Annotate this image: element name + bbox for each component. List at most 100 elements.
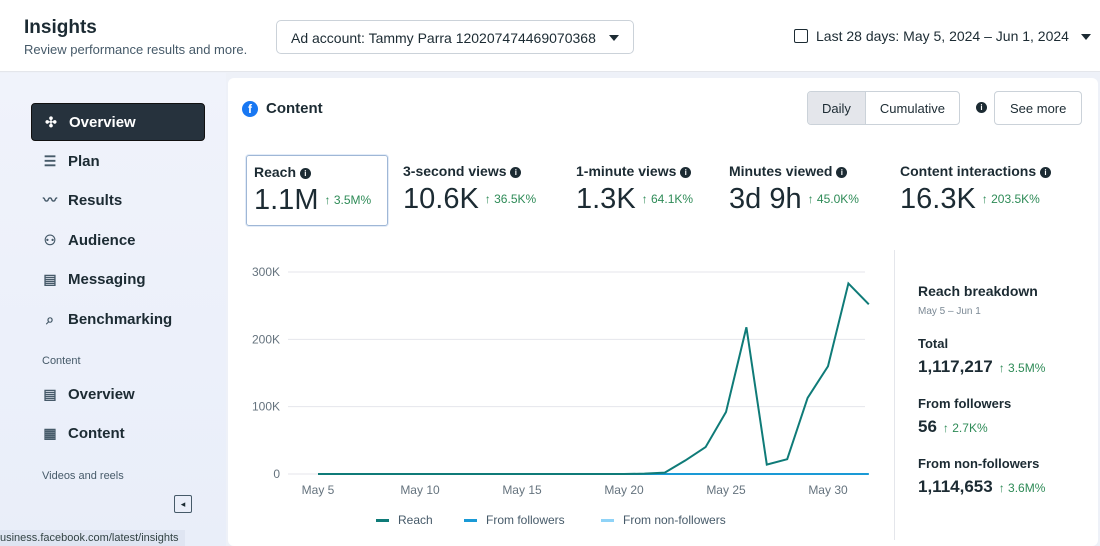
caret-down-icon: [609, 35, 619, 41]
metric-change: ↑ 36.5K%: [484, 192, 537, 206]
breakdown-row: From non-followers 1,114,653 ↑ 3.6M%: [918, 456, 1045, 497]
metric-card-1-minute-views[interactable]: 1-minute views i 1.3K ↑ 64.1K%: [569, 155, 700, 226]
see-more-button[interactable]: See more: [994, 91, 1083, 125]
breakdown-title: Reach breakdown: [918, 283, 1038, 299]
breakdown-change: ↑ 2.7K%: [942, 421, 988, 435]
breakdown-period: May 5 – Jun 1: [918, 306, 981, 317]
x-tick-label: May 10: [400, 483, 440, 497]
legend-label: Reach: [398, 513, 433, 527]
metric-change: ↑ 45.0K%: [807, 192, 859, 206]
trend-line-icon: 〰: [43, 192, 57, 208]
metric-value: 3d 9h ↑ 45.0K%: [729, 183, 859, 215]
numbered-list-icon: ☰: [43, 152, 57, 169]
cards-icon: ▤: [43, 385, 57, 402]
metric-label: Content interactions i: [900, 163, 1052, 179]
content-title: Content: [266, 100, 323, 117]
breakdown-value: 1,114,653 ↑ 3.6M%: [918, 477, 1046, 496]
legend-swatch: [464, 519, 477, 522]
breakdown-row: Total 1,117,217 ↑ 3.5M%: [918, 336, 1045, 377]
breakdown-value: 1,117,217 ↑ 3.5M%: [918, 357, 1046, 376]
date-range-picker[interactable]: Last 28 days: May 5, 2024 – Jun 1, 2024: [794, 28, 1091, 44]
breakdown-label: From followers: [918, 396, 1012, 411]
facebook-icon: f: [242, 100, 258, 117]
sidebar-item-content[interactable]: ▦ Content: [31, 414, 205, 452]
metric-label: Minutes viewed i: [729, 163, 859, 179]
sidebar-item-label: Overview: [68, 385, 135, 403]
sidebar-item-benchmarking[interactable]: ⌕ Benchmarking: [31, 300, 205, 338]
sidebar-item-content-overview[interactable]: ▤ Overview: [31, 375, 205, 413]
sidebar-item-messaging[interactable]: ▤ Messaging: [31, 260, 205, 298]
metric-change: ↑ 3.5M%: [324, 193, 372, 207]
series-line-reach: [318, 281, 870, 475]
page-subtitle: Review performance results and more.: [24, 42, 248, 57]
section-label-content: Content: [42, 355, 81, 367]
page-header: Insights Review performance results and …: [0, 0, 1100, 72]
divider: [894, 250, 895, 540]
ad-account-label: Ad account: Tammy Parra 1202074744690703…: [291, 30, 596, 46]
legend-swatch: [601, 519, 614, 522]
sidebar-item-plan[interactable]: ☰ Plan: [31, 142, 205, 180]
toggle-cumulative[interactable]: Cumulative: [879, 101, 945, 116]
y-tick-label: 0: [273, 467, 280, 481]
metric-value: 10.6K ↑ 36.5K%: [403, 183, 537, 215]
metric-card-content-interactions[interactable]: Content interactions i 16.3K ↑ 203.5K%: [893, 155, 1058, 226]
status-bar-url: usiness.facebook.com/latest/insights: [0, 530, 185, 546]
info-icon[interactable]: i: [1040, 167, 1052, 178]
info-icon[interactable]: i: [680, 167, 692, 178]
metric-card-minutes-viewed[interactable]: Minutes viewed i 3d 9h ↑ 45.0K%: [722, 155, 866, 226]
sidebar-item-label: Messaging: [68, 270, 146, 288]
ad-account-dropdown[interactable]: Ad account: Tammy Parra 1202074744690703…: [276, 20, 634, 54]
metric-change: ↑ 203.5K%: [981, 192, 1040, 206]
metric-value: 16.3K ↑ 203.5K%: [900, 183, 1040, 215]
breakdown-label: From non-followers: [918, 456, 1040, 471]
x-tick-label: May 5: [302, 483, 335, 497]
legend-swatch: [376, 519, 389, 522]
breakdown-value: 56 ↑ 2.7K%: [918, 417, 988, 436]
x-tick-label: May 30: [808, 483, 848, 497]
info-icon[interactable]: i: [510, 167, 522, 178]
x-tick-label: May 25: [706, 483, 746, 497]
collapse-sidebar-icon[interactable]: ◂: [174, 495, 192, 513]
toggle-daily[interactable]: Daily: [808, 92, 866, 124]
people-icon: ⚇: [43, 231, 57, 248]
x-tick-label: May 20: [604, 483, 644, 497]
metric-value: 1.3K ↑ 64.1K%: [576, 183, 694, 215]
section-label-videos: Videos and reels: [42, 470, 124, 482]
sidebar-item-label: Audience: [68, 231, 136, 249]
content-header: f Content: [242, 100, 323, 117]
metric-card-reach[interactable]: Reach i 1.1M ↑ 3.5M%: [246, 155, 388, 226]
legend-label: From followers: [486, 513, 565, 527]
sidebar-item-label: Overview: [69, 113, 136, 131]
y-tick-label: 200K: [252, 332, 280, 346]
breakdown-row: From followers 56 ↑ 2.7K%: [918, 396, 1011, 437]
sidebar-item-results[interactable]: 〰 Results: [31, 181, 205, 219]
metric-label: 3-second views i: [403, 163, 536, 179]
info-icon[interactable]: i: [836, 167, 848, 178]
messages-icon: ▤: [43, 270, 57, 287]
reach-chart: 0 100K 200K 300K May 5 May 10 May 15 May 20 May …: [252, 265, 870, 527]
sidebar-item-label: Results: [68, 191, 123, 209]
metric-label: 1-minute views i: [576, 163, 693, 179]
calendar-icon: [794, 29, 808, 43]
sidebar-item-label: Content: [68, 424, 125, 442]
sidebar-item-label: Plan: [68, 152, 100, 170]
metric-card-3-second-views[interactable]: 3-second views i 10.6K ↑ 36.5K%: [396, 155, 543, 226]
sidebar-item-audience[interactable]: ⚇ Audience: [31, 221, 205, 259]
content-panel: f Content Daily Cumulative i See more Rea…: [228, 78, 1098, 546]
sidebar-item-label: Benchmarking: [68, 310, 173, 328]
info-icon[interactable]: i: [976, 102, 987, 113]
breakdown-change: ↑ 3.5M%: [998, 361, 1046, 375]
metric-value: 1.1M ↑ 3.5M%: [254, 184, 372, 216]
y-tick-label: 300K: [252, 265, 280, 279]
metric-label: Reach i: [254, 164, 380, 180]
network-icon: ✣: [45, 113, 57, 130]
page-title: Insights: [24, 17, 97, 38]
sidebar: ✣ Overview ☰ Plan 〰 Results ⚇ Audience ▤ Mess…: [0, 73, 226, 546]
y-tick-label: 100K: [252, 400, 280, 414]
view-toggle: Daily Cumulative: [807, 91, 960, 125]
sidebar-item-overview[interactable]: ✣ Overview: [31, 103, 205, 141]
x-tick-label: May 15: [502, 483, 542, 497]
breakdown-label: Total: [918, 336, 949, 351]
legend-label: From non-followers: [623, 513, 726, 527]
info-icon[interactable]: i: [299, 168, 311, 179]
